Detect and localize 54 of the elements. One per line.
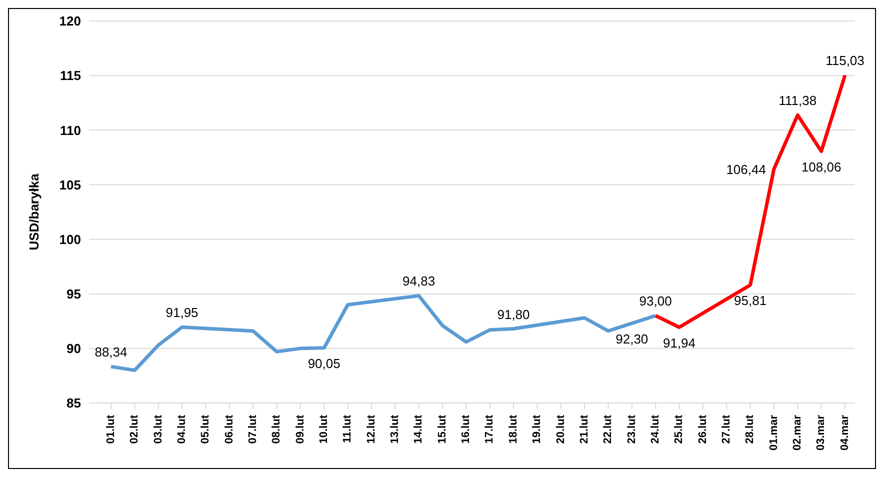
data-label: 108,06 (801, 159, 842, 174)
x-tick-label: 09.lut (294, 414, 306, 444)
x-tick-label: 03.lut (152, 414, 164, 444)
x-tick-label: 04.lut (176, 414, 188, 444)
x-tick-label: 01.mar (768, 414, 780, 450)
x-tick-label: 06.lut (223, 414, 236, 444)
y-tick-label: 115 (60, 68, 81, 84)
y-axis-title: USD/baryłka (26, 172, 42, 250)
x-tick-label: 24.lut (649, 414, 662, 444)
data-label: 115,03 (826, 53, 864, 68)
y-tick-label: 95 (66, 286, 81, 302)
y-tick-label: 85 (66, 396, 81, 411)
x-tick-label: 21.lut (578, 414, 590, 444)
data-label: 95,81 (734, 293, 767, 308)
y-tick-label: 110 (60, 122, 81, 138)
y-tick-label: 90 (66, 341, 81, 356)
x-tick-label: 16.lut (460, 414, 472, 444)
data-label: 91,95 (166, 305, 198, 320)
x-tick-label: 17.lut (484, 414, 496, 444)
x-tick-label: 25.lut (673, 414, 686, 444)
data-label: 106,44 (726, 162, 766, 177)
data-label: 111,38 (778, 93, 817, 108)
x-tick-label: 14.lut (412, 414, 425, 444)
y-tick-label: 105 (59, 177, 81, 192)
x-tick-label: 11.lut (342, 414, 354, 444)
x-tick-label: 23.lut (626, 414, 638, 444)
x-tick-label: 27.lut (720, 414, 733, 444)
data-label: 94,83 (402, 274, 436, 289)
x-tick-label: 07.lut (246, 414, 259, 444)
x-tick-label: 04.mar (838, 414, 851, 450)
x-tick-label: 01.lut (104, 414, 117, 444)
x-tick-label: 22.lut (602, 414, 614, 444)
x-tick-label: 18.lut (507, 414, 520, 444)
data-label: 93,00 (639, 294, 672, 309)
x-tick-label: 20.lut (554, 414, 567, 444)
x-tick-label: 05.lut (200, 414, 212, 444)
x-tick-label: 19.lut (531, 414, 544, 444)
data-label: 90,05 (308, 356, 340, 371)
x-tick-label: 08.lut (270, 414, 283, 444)
x-tick-label: 26.lut (696, 414, 709, 444)
x-tick-label: 02.mar (792, 414, 804, 450)
x-tick-label: 15.lut (436, 414, 448, 444)
y-tick-label: 120 (59, 14, 81, 29)
data-label: 91,94 (662, 335, 696, 350)
x-tick-label: 10.lut (318, 414, 330, 444)
data-label: 91,80 (497, 306, 530, 322)
x-tick-label: 03.mar (815, 414, 828, 450)
x-tick-label: 12.lut (365, 414, 378, 444)
data-label: 88,34 (94, 344, 128, 360)
y-tick-label: 100 (59, 232, 81, 247)
x-tick-label: 28.lut (744, 414, 756, 444)
x-tick-label: 02.lut (128, 414, 141, 444)
x-tick-label: 13.lut (389, 414, 402, 444)
data-label: 92,30 (616, 331, 648, 346)
